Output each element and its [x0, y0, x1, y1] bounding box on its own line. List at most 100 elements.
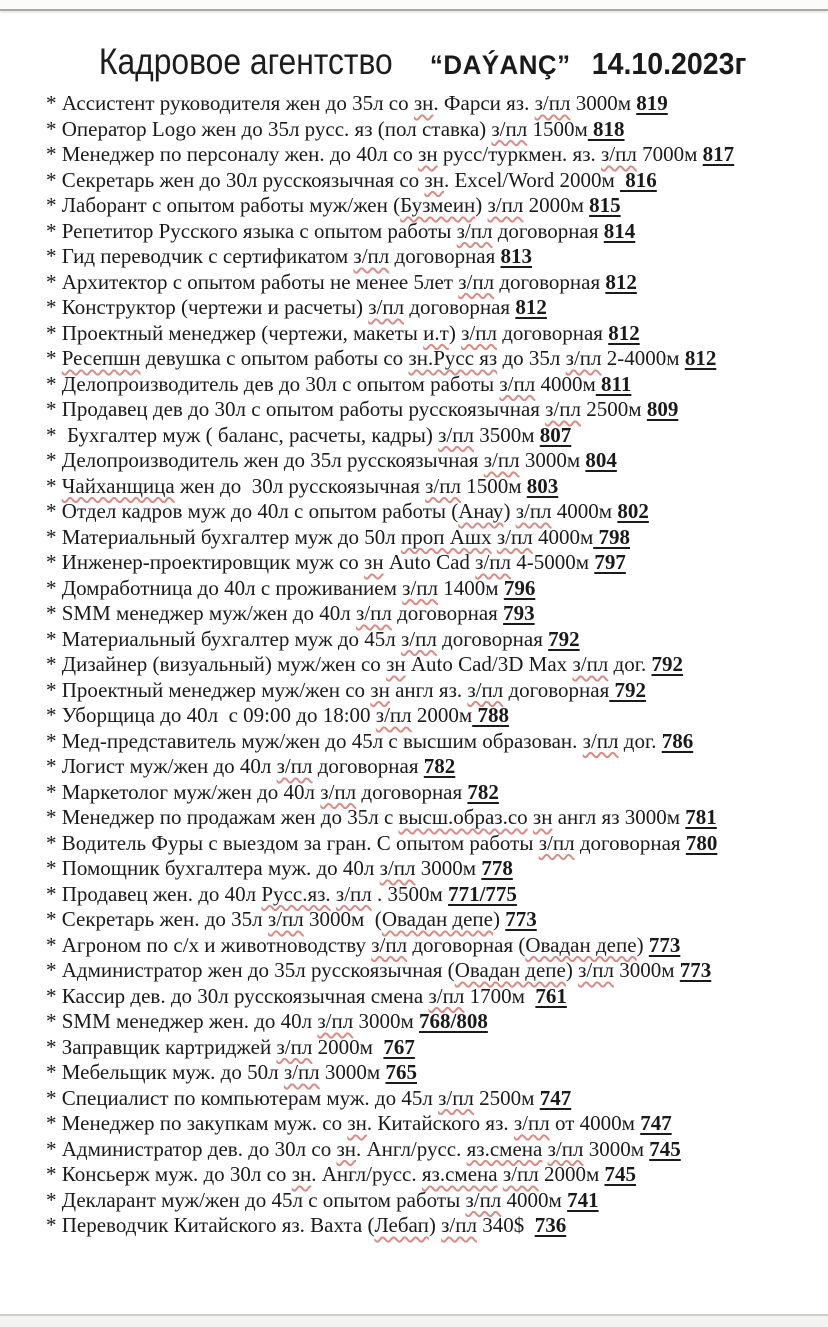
spellcheck-underline: зн	[424, 167, 444, 192]
job-text: * Материальный бухгалтер муж до 45л з/пл…	[46, 626, 549, 651]
job-text: * Менеджер по продажам жен до 35л с высш…	[46, 805, 686, 829]
job-text: * Специалист по компьютерам муж. до 45л …	[46, 1085, 540, 1110]
job-listing: * Маркетолог муж/жен до 40л з/пл договор…	[46, 780, 822, 806]
job-listing: * Консьерж муж. до 30л со зн. Англ/русс.…	[46, 1162, 822, 1188]
job-listing: * Репетитор Русского языка с опытом рабо…	[46, 219, 822, 245]
job-code: 792	[548, 626, 580, 651]
job-code: 747	[539, 1085, 572, 1110]
job-text: * Чайханщица жен до 30л русскоязычная з/…	[46, 473, 527, 498]
job-text: * Заправщик картриджей з/пл 2000м	[46, 1034, 384, 1059]
spellcheck-underline: и.т	[423, 320, 449, 345]
job-code: 747	[640, 1111, 672, 1135]
job-listing: * Инженер-проектировщик муж со зн Auto C…	[46, 550, 822, 576]
job-text: * SMM менеджер муж/жен до 40л з/пл догов…	[46, 601, 504, 625]
job-listing: * Помощник бухгалтера муж. до 40л з/пл 3…	[46, 856, 822, 882]
job-code: 761	[535, 983, 567, 1008]
spellcheck-underline: з/пл	[491, 116, 528, 141]
job-code: 773	[648, 932, 681, 957]
spellcheck-underline: з/пл	[371, 932, 408, 957]
spellcheck-underline: зн	[347, 1111, 367, 1135]
job-code: 780	[685, 830, 718, 855]
job-code: 811	[595, 371, 632, 396]
spellcheck-underline: Бузмеин	[400, 193, 476, 217]
job-text: * Агроном по с/х и животноводству з/пл д…	[46, 932, 649, 957]
job-listing: * Домработница до 40л с проживанием з/пл…	[46, 576, 822, 602]
job-listing: * Бухгалтер муж ( баланс, расчеты, кадры…	[46, 423, 822, 449]
spellcheck-underline: з/пл	[467, 677, 504, 702]
job-text: * Лаборант с опытом работы муж/жен (Бузм…	[46, 193, 590, 217]
job-code: 807	[539, 422, 572, 447]
job-text: * Делопроизводитель дев до 30л с опытом …	[46, 371, 596, 396]
job-listing: * Секретарь жен. до 35л з/пл 3000м (Овад…	[46, 907, 822, 933]
spellcheck-underline: з/пл	[513, 1111, 550, 1135]
job-listing: * Администратор жен до 35л русскоязычная…	[46, 958, 822, 984]
spellcheck-underline: зн	[364, 550, 384, 574]
job-text: * Маркетолог муж/жен до 40л з/пл договор…	[46, 779, 468, 804]
job-code: 778	[481, 856, 513, 880]
job-code: 782	[423, 754, 456, 778]
job-code: 816	[620, 167, 657, 192]
job-listing: * SMM менеджер жен. до 40л з/пл 3000м 76…	[46, 1009, 822, 1035]
spellcheck-underline: з/пл	[317, 1009, 354, 1033]
job-code: 812	[515, 295, 547, 319]
spellcheck-underline: з/пл	[458, 269, 495, 294]
job-text: * Водитель Фуры с выездом за гран. С опы…	[46, 830, 686, 855]
job-listing: * Менеджер по персоналу жен. до 40л со з…	[46, 142, 822, 168]
job-text: * Менеджер по персоналу жен. до 40л со з…	[46, 142, 703, 166]
spellcheck-underline: з/пл	[320, 779, 357, 804]
spellcheck-underline: Русс.яз.	[261, 881, 331, 906]
job-listing: * Агроном по с/х и животноводству з/пл д…	[46, 933, 822, 959]
job-text: * Бухгалтер муж ( баланс, расчеты, кадры…	[46, 422, 540, 447]
job-code: 798	[593, 524, 630, 549]
job-code: 803	[526, 473, 559, 498]
job-listing: * Секретарь жен до 30л русскоязычная со …	[46, 168, 822, 194]
spellcheck-underline: з/пл	[545, 397, 582, 421]
spellcheck-underline: з/пл	[582, 728, 619, 753]
job-listing: * Делопроизводитель жен до 35л русскоязы…	[46, 448, 822, 474]
job-code: 792	[651, 652, 683, 676]
spellcheck-underline: з/пл	[547, 1136, 584, 1161]
job-listing: * Логист муж/жен до 40л з/пл договорная …	[46, 754, 822, 780]
job-text: * Менеджер по закупкам муж. со зн. Китай…	[46, 1111, 641, 1135]
job-code: 813	[500, 244, 533, 268]
job-listing: * Проектный менеджер (чертежи, макеты и.…	[46, 321, 822, 347]
job-text: * Уборщица до 40л с 09:00 до 18:00 з/пл …	[46, 703, 473, 727]
job-text: * Консьерж муж. до 30л со зн. Англ/русс.…	[46, 1162, 605, 1186]
job-code: 804	[585, 448, 617, 472]
job-listing: * Оператор Logo жен до 35л русс. яз (пол…	[46, 117, 822, 143]
job-text: * Дизайнер (визуальный) муж/жен со зн Au…	[46, 652, 652, 676]
job-code: 788	[472, 703, 509, 727]
job-text: * Администратор дев. до 30л со зн. Англ/…	[46, 1136, 650, 1161]
date-label: 14.10.2023г	[591, 46, 747, 81]
job-code: 768/808	[419, 1009, 488, 1033]
spellcheck-underline: з/пл	[355, 601, 392, 625]
spellcheck-underline: з/пл	[441, 1213, 477, 1237]
job-code: 765	[385, 1060, 417, 1084]
spellcheck-underline: з/пл	[475, 550, 512, 574]
job-listing: * Менеджер по продажам жен до 35л с высш…	[46, 805, 822, 831]
job-listing: * Ассистент руководителя жен до 35л со з…	[46, 91, 822, 117]
job-text: * Мед-представитель муж/жен до 45л с выс…	[46, 728, 662, 753]
job-code: 818	[587, 116, 625, 141]
spellcheck-underline: зн	[336, 1136, 356, 1161]
job-code: 796	[503, 575, 536, 600]
spellcheck-underline: зн	[532, 805, 553, 829]
job-text: * Проектный менеджер муж/жен со зн англ …	[46, 677, 610, 702]
job-code: 809	[646, 397, 679, 421]
job-code: 793	[503, 601, 535, 625]
spellcheck-underline: з/пл	[276, 754, 313, 778]
spellcheck-underline: з/пл	[538, 830, 575, 855]
job-code: 741	[567, 1187, 599, 1212]
company-name-label: “DAÝANÇ”	[429, 50, 571, 80]
spellcheck-underline: Овадан депе	[525, 932, 637, 957]
spellcheck-underline: з/пл	[425, 473, 461, 498]
spellcheck-underline: з/пл	[572, 652, 609, 676]
spellcheck-underline: з/пл	[483, 448, 520, 472]
job-listing: * Продавец дев до 30л с опытом работы ру…	[46, 397, 822, 423]
job-listing: * Водитель Фуры с выездом за гран. С опы…	[46, 831, 822, 857]
job-listing: * Администратор дев. до 30л со зн. Англ/…	[46, 1137, 822, 1163]
spellcheck-underline: з/пл	[456, 218, 493, 243]
spellcheck-underline: з/пл	[276, 1034, 313, 1059]
job-listing: * Заправщик картриджей з/пл 2000м 767	[46, 1035, 822, 1061]
